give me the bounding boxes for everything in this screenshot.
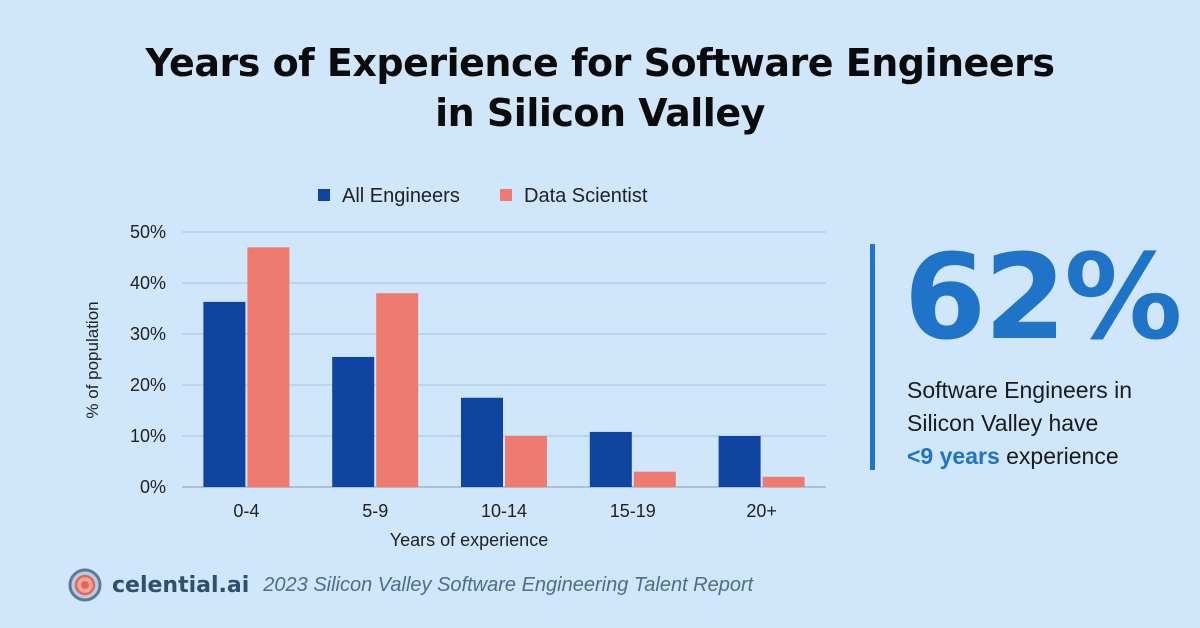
legend-label: All Engineers: [342, 185, 460, 207]
stat-highlight: <9 years: [907, 443, 1000, 469]
legend-swatch: [500, 189, 512, 201]
x-tick-label: 15-19: [610, 501, 656, 521]
y-tick-label: 40%: [130, 273, 166, 293]
x-tick-label: 10-14: [481, 501, 527, 521]
stat-number: 62%: [904, 228, 1182, 366]
y-tick-label: 30%: [130, 324, 166, 344]
bar-all-engineers-10-14: [461, 397, 503, 487]
bar-data-scientist-15-19: [633, 471, 676, 487]
stat-description: Software Engineers in Silicon Valley hav…: [907, 374, 1187, 473]
chart-legend: All Engineers Data Scientist: [318, 185, 648, 207]
bar-chart: All Engineers Data Scientist 0% 10% 20% 30% 4…: [83, 185, 826, 550]
footer: celential.ai 2023 Silicon Valley Softwar…: [68, 566, 753, 604]
legend-label: Data Scientist: [524, 185, 648, 207]
chart-grid: 0% 10% 20% 30% 40% 50%: [130, 222, 826, 497]
y-tick-label: 0%: [140, 477, 166, 497]
y-tick-label: 20%: [130, 375, 166, 395]
stat-line-2: Silicon Valley have: [907, 410, 1099, 436]
bar-all-engineers-5-9: [332, 356, 375, 487]
chart-bars: [203, 247, 805, 487]
title-line-1: Years of Experience for Software Enginee…: [145, 41, 1055, 85]
page-title: Years of Experience for Software Enginee…: [0, 38, 1200, 138]
celential-logo-icon: [68, 568, 102, 602]
y-tick-label: 10%: [130, 426, 166, 446]
brand-name: celential.ai: [112, 572, 250, 598]
bar-all-engineers-0-4: [203, 301, 246, 487]
bar-data-scientist-0-4: [247, 247, 290, 487]
x-tick-labels: 0-4 5-9 10-14 15-19 20+: [233, 501, 776, 521]
x-tick-label: 20+: [746, 501, 777, 521]
bar-data-scientist-20+: [762, 476, 805, 487]
stat-accent-bar: [870, 244, 875, 470]
y-tick-label: 50%: [130, 222, 166, 242]
y-axis-label: % of population: [83, 301, 102, 418]
bar-data-scientist-10-14: [505, 436, 547, 487]
legend-swatch: [318, 189, 330, 201]
title-line-2: in Silicon Valley: [435, 91, 765, 135]
bar-all-engineers-15-19: [589, 431, 632, 487]
bar-data-scientist-5-9: [376, 293, 419, 487]
x-tick-label: 5-9: [362, 501, 388, 521]
report-title: 2023 Silicon Valley Software Engineering…: [263, 573, 754, 596]
stat-tail: experience: [999, 443, 1119, 469]
stat-line-3: <9 years experience: [907, 440, 1187, 473]
stat-line-1: Software Engineers in: [907, 377, 1133, 403]
bar-all-engineers-20+: [718, 436, 761, 487]
x-axis-label: Years of experience: [390, 530, 548, 550]
x-tick-label: 0-4: [233, 501, 259, 521]
